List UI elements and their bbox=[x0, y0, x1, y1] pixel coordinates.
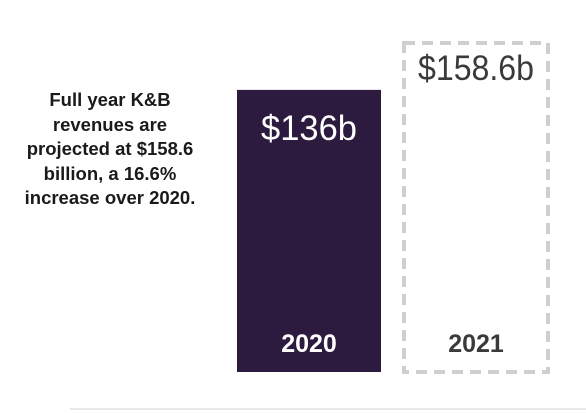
bar-2021 bbox=[402, 41, 550, 374]
bar-2020 bbox=[237, 89, 381, 372]
value-label-2020: $136b bbox=[261, 109, 357, 148]
chart-caption: Full year K&B revenues are projected at … bbox=[24, 89, 196, 208]
category-label-2021: 2021 bbox=[448, 330, 504, 358]
category-label-2020: 2020 bbox=[281, 330, 337, 358]
value-label-2021: $158.6b bbox=[418, 49, 534, 88]
